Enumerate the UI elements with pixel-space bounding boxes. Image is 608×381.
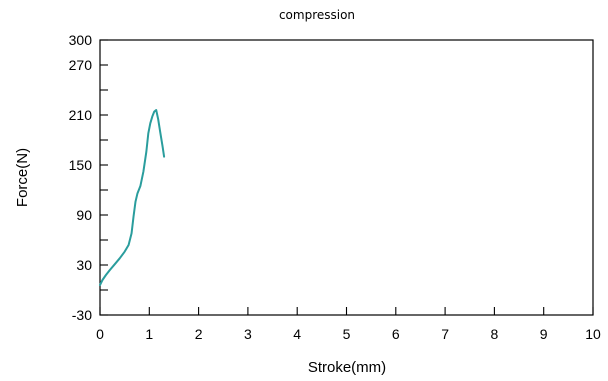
- y-tick-label: -30: [72, 307, 92, 323]
- y-axis: -30 30 90 150 210 270 300: [69, 32, 108, 323]
- series-layer: [99, 109, 166, 286]
- x-axis-label: Stroke(mm): [308, 359, 386, 376]
- plot-frame: [99, 39, 594, 316]
- x-tick-label: 3: [244, 326, 252, 342]
- x-tick-label: 4: [293, 326, 301, 342]
- x-tick-label: 0: [96, 326, 104, 342]
- y-axis-label: Force(N): [14, 148, 31, 207]
- y-tick-label: 210: [69, 107, 93, 123]
- chart-title: compression: [279, 8, 355, 22]
- x-axis: 0 1 2 3 4 5 6 7 8 9 10: [96, 307, 601, 342]
- y-tick-label: 150: [69, 157, 93, 173]
- x-tick-label: 6: [392, 326, 400, 342]
- y-tick-label: 300: [69, 32, 93, 48]
- x-tick-label: 5: [343, 326, 351, 342]
- x-tick-label: 8: [491, 326, 499, 342]
- y-tick-label: 90: [76, 207, 92, 223]
- x-tick-label: 1: [145, 326, 153, 342]
- y-tick-label: 30: [76, 257, 92, 273]
- x-tick-label: 2: [195, 326, 203, 342]
- series-line: [99, 109, 166, 286]
- x-tick-label: 10: [585, 326, 601, 342]
- x-tick-label: 9: [540, 326, 548, 342]
- y-tick-label: 270: [69, 57, 93, 73]
- plot-area: -30 30 90 150 210 270 300 0 1 2 3 4 5 6 7 8 9 10: [69, 32, 601, 342]
- x-tick-label: 7: [441, 326, 449, 342]
